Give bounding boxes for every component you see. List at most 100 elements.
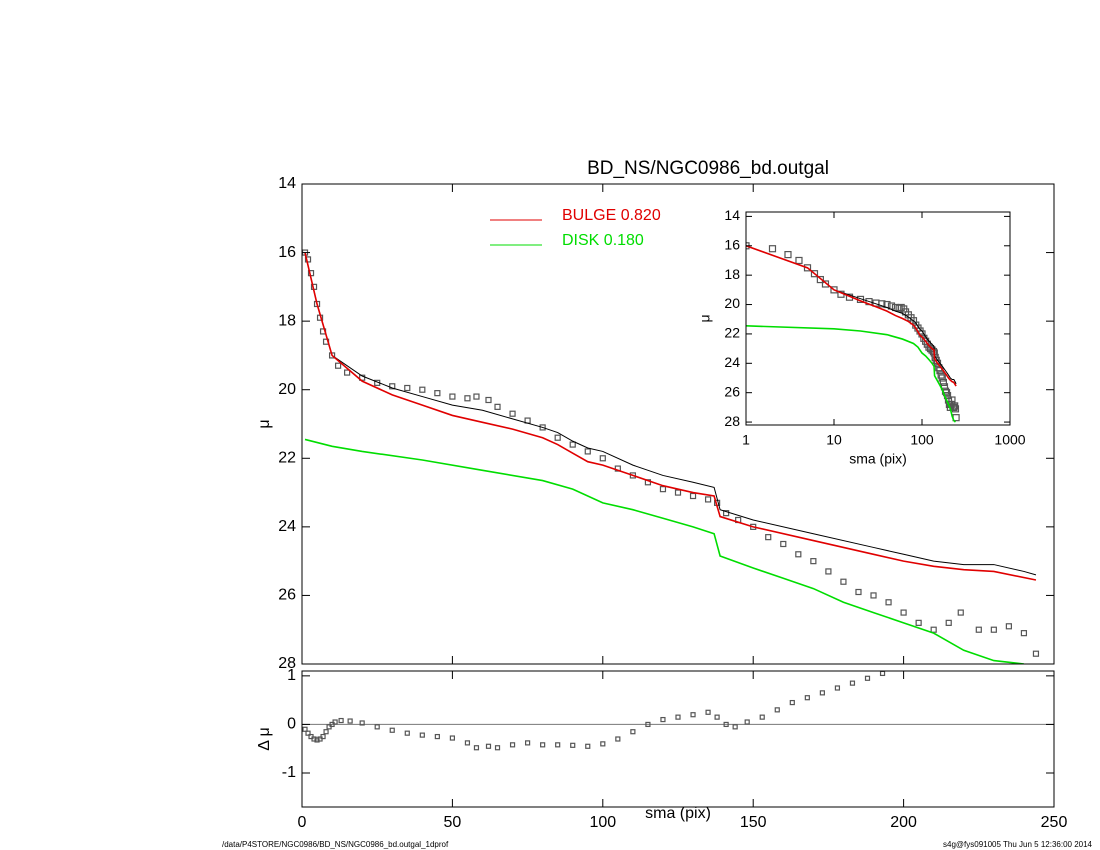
- data-point: [870, 592, 877, 599]
- data-point: [569, 441, 576, 448]
- data-point: [909, 317, 918, 325]
- data-point: [714, 714, 720, 720]
- data-point: [915, 619, 922, 626]
- series-line: [304, 438, 1025, 664]
- y-tick-label: 16: [724, 236, 740, 252]
- y-tick-label: -1: [282, 764, 296, 781]
- data-point: [320, 733, 326, 740]
- data-point: [524, 740, 531, 746]
- y-tick-label: 28: [278, 655, 296, 672]
- data-point: [584, 448, 591, 455]
- data-point: [449, 393, 456, 400]
- data-point: [374, 724, 380, 730]
- data-point: [464, 395, 471, 402]
- y-tick-label: 18: [278, 312, 296, 329]
- plot-area: [302, 249, 1040, 664]
- footer-left: /data/P4STORE/NGC0986/BD_NS/NGC0986_bd.o…: [222, 840, 449, 849]
- data-point: [810, 270, 819, 278]
- data-point: [825, 568, 832, 575]
- y-tick-label: 0: [287, 716, 296, 733]
- data-point: [689, 492, 697, 500]
- footer-right: s4g@fys091005 Thu Jun 5 12:36:00 2014: [943, 840, 1093, 849]
- data-point: [855, 588, 862, 596]
- y-tick-label: 20: [724, 295, 740, 311]
- series-line: [746, 245, 957, 385]
- x-tick-label: 200: [890, 814, 917, 831]
- data-point: [879, 671, 886, 677]
- data-point: [645, 721, 651, 728]
- series-line: [304, 252, 1037, 576]
- data-point: [990, 626, 997, 633]
- data-point: [803, 264, 812, 272]
- data-point: [885, 599, 892, 606]
- plot-area: [302, 671, 1054, 751]
- data-point: [945, 619, 952, 626]
- frame: [301, 670, 1055, 808]
- data-point: [660, 716, 666, 723]
- data-point: [599, 455, 606, 462]
- data-point: [338, 717, 344, 724]
- data-point: [305, 730, 311, 736]
- data-point: [975, 626, 982, 633]
- data-point: [1005, 623, 1012, 630]
- y-tick-label: 28: [724, 413, 740, 429]
- data-point: [744, 719, 750, 725]
- x-axis-label: sma (pix): [645, 805, 711, 822]
- y-tick-label: 26: [724, 383, 740, 399]
- data-point: [816, 275, 824, 284]
- data-point: [957, 609, 964, 616]
- series-line: [746, 325, 956, 423]
- data-point: [849, 680, 856, 686]
- data-point: [419, 386, 426, 393]
- data-point: [674, 489, 682, 496]
- frame: [745, 211, 1011, 426]
- x-tick-label: 50: [444, 814, 462, 831]
- data-point: [629, 472, 636, 479]
- data-point: [359, 720, 365, 726]
- data-point: [554, 434, 561, 441]
- data-point: [314, 737, 320, 743]
- data-point: [630, 729, 636, 735]
- data-point: [434, 390, 441, 397]
- x-tick-label: 250: [1041, 814, 1068, 831]
- data-point: [759, 714, 765, 720]
- data-point: [723, 510, 730, 517]
- chart-title: BD_NS/NGC0986_bd.outgal: [587, 158, 829, 179]
- data-point: [570, 742, 576, 748]
- y-axis-label: Δ μ: [256, 727, 273, 750]
- y-tick-label: 24: [724, 354, 740, 370]
- data-point: [690, 712, 696, 718]
- y-tick-label: 26: [278, 587, 296, 604]
- data-point: [509, 742, 516, 748]
- data-point: [774, 707, 780, 713]
- data-point: [464, 740, 471, 746]
- data-point: [951, 405, 960, 413]
- data-point: [1020, 630, 1028, 637]
- data-point: [302, 726, 308, 732]
- data-point: [878, 300, 886, 308]
- data-point: [659, 486, 667, 493]
- x-tick-label: 150: [740, 814, 767, 831]
- data-point: [819, 690, 825, 696]
- data-point: [675, 714, 681, 720]
- x-tick-label: 0: [298, 814, 307, 831]
- x-tick-label: 10: [826, 432, 842, 448]
- data-point: [600, 741, 606, 747]
- data-point: [840, 578, 847, 585]
- y-tick-label: 1: [287, 667, 296, 684]
- y-axis-label: μ: [256, 419, 273, 428]
- data-point: [347, 718, 353, 724]
- series-line: [304, 252, 1037, 581]
- data-point: [485, 396, 492, 404]
- data-point: [389, 383, 396, 390]
- data-point: [434, 733, 440, 740]
- data-point: [485, 743, 492, 749]
- y-tick-label: 20: [278, 381, 296, 398]
- data-point: [768, 245, 777, 253]
- data-point: [784, 251, 792, 259]
- data-point: [950, 403, 958, 411]
- data-point: [615, 736, 621, 742]
- data-point: [494, 745, 501, 751]
- x-tick-label: 100: [910, 432, 934, 448]
